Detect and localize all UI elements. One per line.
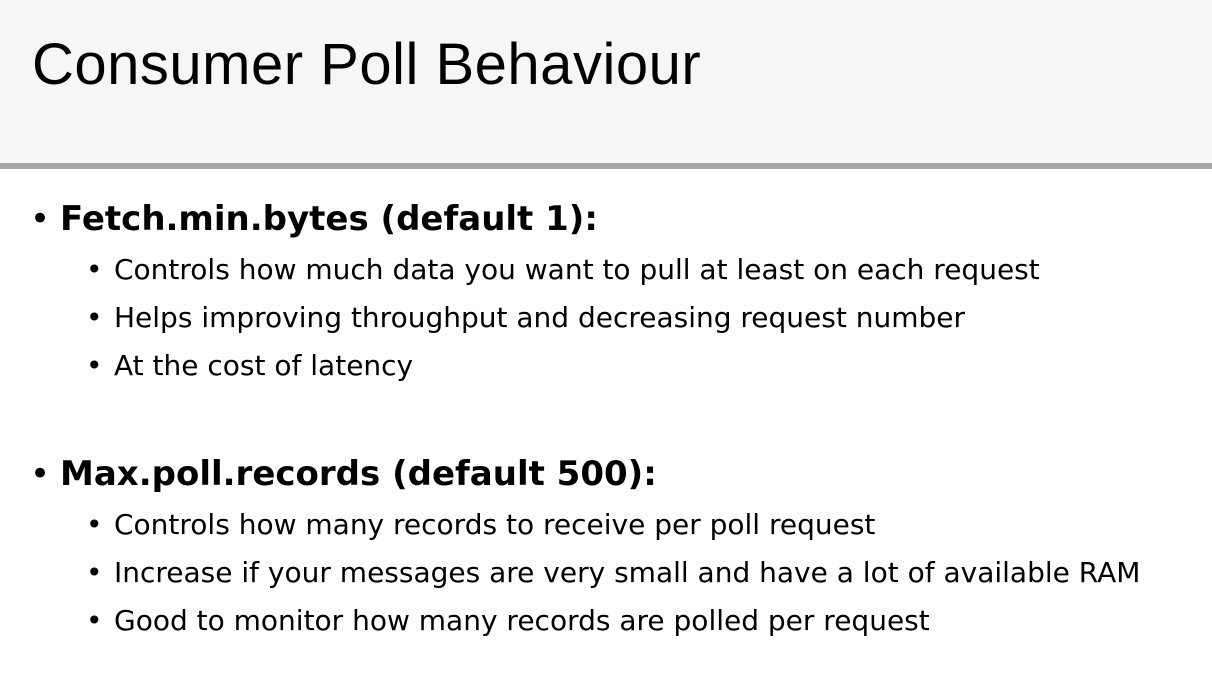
list-item-text: Controls how many records to receive per… [114, 508, 876, 541]
list-item-text: Controls how much data you want to pull … [114, 253, 1040, 286]
list-item-text: Increase if your messages are very small… [114, 556, 1141, 589]
bullet-dot-icon: • [86, 604, 103, 637]
list-item: • Helps improving throughput and decreasi… [86, 294, 1040, 342]
max-poll-records-bullet-list: • Controls how many records to receive pe… [86, 501, 1140, 645]
list-item-text: At the cost of latency [114, 349, 414, 382]
section-heading-text: Fetch.min.bytes (default 1): [60, 199, 598, 239]
bullet-dot-icon: • [86, 508, 103, 541]
section-heading-text: Max.poll.records (default 500): [60, 454, 657, 494]
bullet-dot-icon: • [86, 301, 103, 334]
list-item: • At the cost of latency [86, 342, 1040, 390]
bullet-dot-icon: • [30, 199, 51, 239]
slide-title: Consumer Poll Behaviour [32, 32, 702, 97]
bullet-dot-icon: • [86, 556, 103, 589]
list-item-text: Helps improving throughput and decreasin… [114, 301, 966, 334]
bullet-dot-icon: • [30, 454, 51, 494]
list-item: • Good to monitor how many records are po… [86, 597, 1140, 645]
bullet-dot-icon: • [86, 349, 103, 382]
section-heading-fetch-min-bytes: • Fetch.min.bytes (default 1): [30, 194, 598, 244]
list-item-text: Good to monitor how many records are pol… [114, 604, 930, 637]
list-item: • Increase if your messages are very smal… [86, 549, 1140, 597]
bullet-dot-icon: • [86, 253, 103, 286]
fetch-min-bytes-bullet-list: • Controls how much data you want to pull… [86, 246, 1040, 390]
slide-body: • Fetch.min.bytes (default 1): • Controls … [0, 169, 1212, 677]
section-heading-max-poll-records: • Max.poll.records (default 500): [30, 449, 657, 499]
slide-header: Consumer Poll Behaviour [0, 0, 1212, 163]
list-item: • Controls how many records to receive pe… [86, 501, 1140, 549]
title-divider [0, 163, 1212, 169]
list-item: • Controls how much data you want to pull… [86, 246, 1040, 294]
